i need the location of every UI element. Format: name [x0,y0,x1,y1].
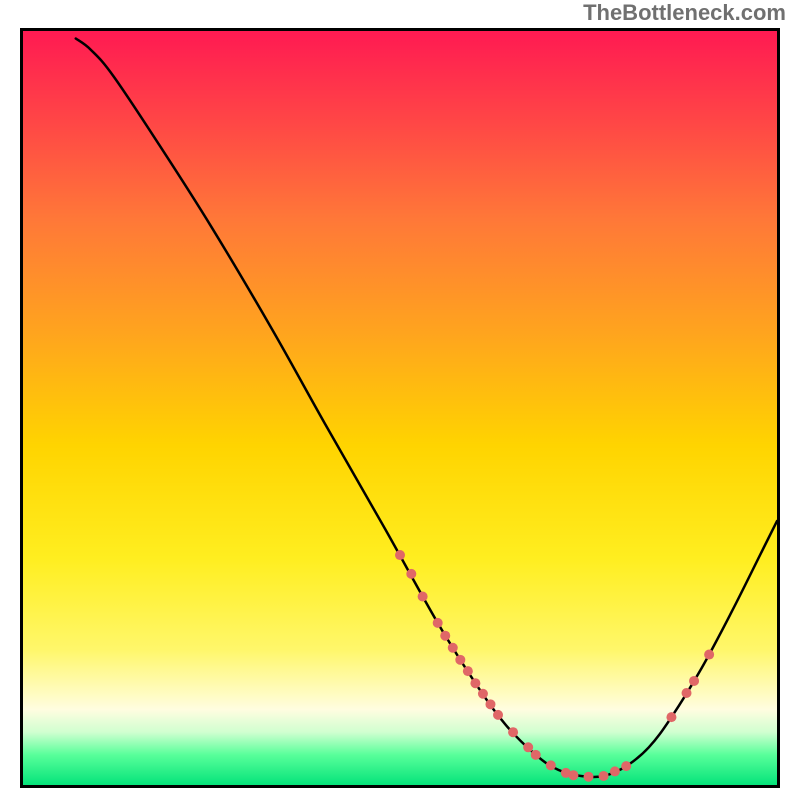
data-marker [395,550,405,560]
data-marker [433,618,443,628]
data-marker [546,760,556,770]
data-marker [478,689,488,699]
page-container: TheBottleneck.com [0,0,800,800]
data-marker [621,761,631,771]
data-marker [485,699,495,709]
chart-canvas [23,31,777,785]
data-marker [689,676,699,686]
data-marker [666,712,676,722]
data-marker [463,666,473,676]
data-marker [682,688,692,698]
chart-border [20,28,780,788]
data-marker [418,592,428,602]
data-marker [493,710,503,720]
data-marker [568,770,578,780]
data-marker [599,771,609,781]
data-marker [704,650,714,660]
chart-svg [23,31,777,785]
data-marker [448,643,458,653]
data-marker [440,631,450,641]
chart-background [23,31,777,785]
data-marker [406,569,416,579]
data-marker [531,750,541,760]
data-marker [584,772,594,782]
data-marker [470,678,480,688]
data-marker [610,766,620,776]
watermark-text: TheBottleneck.com [583,0,786,26]
data-marker [455,655,465,665]
data-marker [523,742,533,752]
data-marker [508,727,518,737]
